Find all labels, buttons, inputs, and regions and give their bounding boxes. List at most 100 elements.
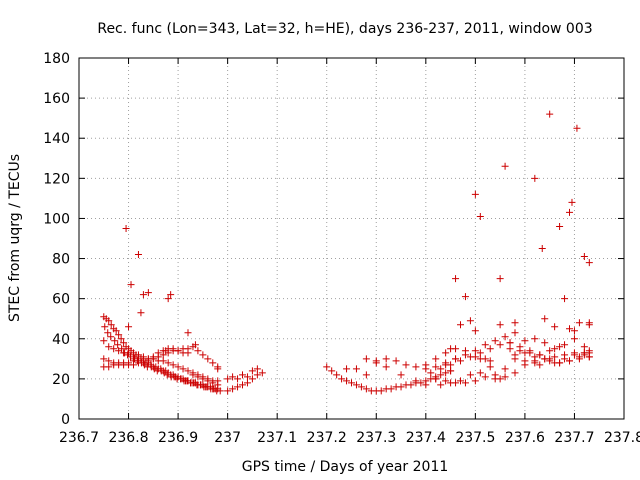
data-point: [184, 329, 192, 337]
data-point: [437, 381, 445, 389]
data-point: [561, 295, 569, 303]
data-point: [169, 345, 177, 353]
data-point: [174, 363, 182, 371]
x-tick-label: 237.2: [307, 430, 347, 446]
y-tick-label: 60: [52, 292, 70, 308]
x-tick-label: 236.9: [158, 430, 198, 446]
x-tick-label: 237.8: [604, 430, 640, 446]
data-point: [362, 371, 370, 379]
plot-frame: [78, 57, 625, 420]
data-point: [258, 369, 266, 377]
data-point: [585, 259, 593, 267]
data-point: [194, 373, 202, 381]
data-point: [511, 329, 519, 337]
data-point: [127, 281, 135, 289]
data-point: [328, 367, 336, 375]
data-point: [476, 349, 484, 357]
data-point: [501, 365, 509, 373]
data-point: [243, 373, 251, 381]
data-point: [174, 347, 182, 355]
data-point: [536, 351, 544, 359]
x-tick-label: 236.8: [108, 430, 148, 446]
y-tick-label: 140: [43, 131, 70, 147]
data-point: [154, 349, 162, 357]
data-point: [377, 387, 385, 395]
data-point: [541, 339, 549, 347]
data-point: [432, 363, 440, 371]
data-point: [580, 343, 588, 351]
data-point: [149, 353, 157, 361]
data-point: [541, 315, 549, 323]
data-point: [253, 365, 261, 373]
data-point: [101, 323, 109, 331]
data-point: [531, 174, 539, 182]
data-point: [521, 357, 529, 365]
x-tick-label: 237.6: [505, 430, 545, 446]
data-point: [496, 375, 504, 383]
data-point: [392, 357, 400, 365]
data-point: [209, 359, 217, 367]
data-point: [521, 337, 529, 345]
data-point: [471, 377, 479, 385]
data-point: [481, 341, 489, 349]
data-point: [105, 363, 113, 371]
data-point: [144, 289, 152, 297]
data-point: [234, 383, 242, 391]
data-point: [125, 323, 133, 331]
data-point: [118, 345, 126, 353]
data-point: [191, 341, 199, 349]
data-point: [481, 373, 489, 381]
data-point: [382, 355, 390, 363]
data-point: [203, 383, 211, 391]
x-tick-label: 237: [214, 430, 241, 446]
data-point: [556, 222, 564, 230]
data-point: [114, 341, 122, 349]
data-point: [333, 371, 341, 379]
data-point: [338, 375, 346, 383]
data-point: [511, 319, 519, 327]
data-point: [422, 381, 430, 389]
data-point: [531, 359, 539, 367]
data-point: [139, 291, 147, 299]
data-point: [471, 327, 479, 335]
data-point: [580, 253, 588, 261]
data-point: [357, 383, 365, 391]
data-point: [496, 321, 504, 329]
data-point: [457, 377, 464, 385]
x-axis-label: GPS time / Days of year 2011: [242, 459, 449, 475]
data-point: [184, 367, 192, 375]
y-tick-label: 0: [61, 412, 70, 428]
data-point: [566, 208, 573, 216]
data-point: [442, 369, 450, 377]
data-point: [486, 363, 494, 371]
data-point: [516, 347, 524, 355]
data-point: [115, 361, 123, 369]
data-point: [229, 373, 237, 381]
data-point: [214, 381, 222, 389]
x-tick-label: 237.5: [455, 430, 495, 446]
data-point: [382, 363, 390, 371]
data-point: [546, 347, 554, 355]
data-point: [457, 321, 464, 329]
data-point: [486, 345, 494, 353]
data-point: [134, 351, 142, 359]
data-point: [397, 371, 405, 379]
data-point: [476, 212, 484, 220]
data-point: [343, 377, 351, 385]
data-point: [234, 375, 242, 383]
data-point: [585, 347, 593, 355]
data-point: [506, 345, 514, 353]
data-point: [501, 333, 509, 341]
data-point: [556, 343, 564, 351]
data-point: [105, 343, 113, 351]
data-point: [224, 387, 232, 395]
data-point: [551, 345, 559, 353]
data-point: [134, 251, 142, 259]
data-point: [546, 110, 554, 118]
data-point: [538, 245, 546, 253]
data-point: [125, 359, 133, 367]
data-point: [407, 381, 415, 389]
data-point: [447, 379, 455, 387]
data-point: [452, 275, 460, 283]
data-point: [214, 365, 222, 373]
